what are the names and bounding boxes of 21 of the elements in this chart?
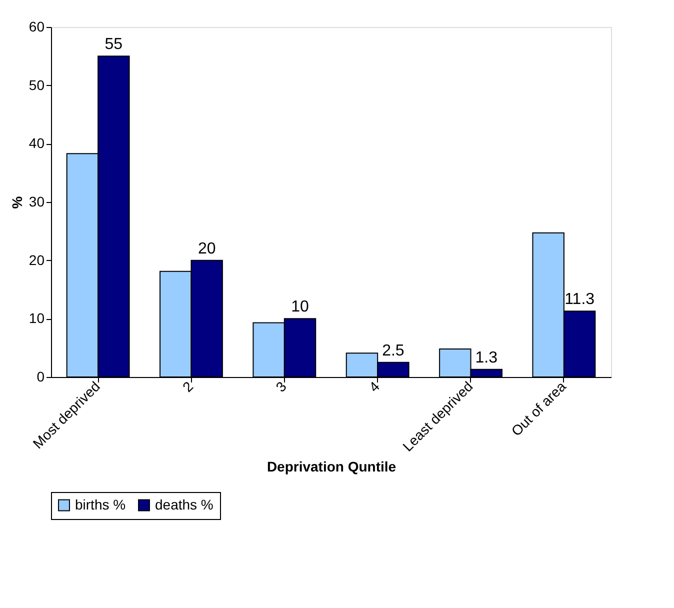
- x-tick-label: 2: [179, 378, 196, 395]
- y-axis-title: %: [8, 196, 25, 209]
- data-label: 20: [198, 240, 216, 258]
- x-tick-label: 4: [366, 378, 383, 395]
- y-tick-label: 40: [28, 135, 45, 152]
- x-axis-title: Deprivation Quntile: [266, 458, 396, 474]
- y-tick-label: 50: [28, 76, 45, 93]
- data-label: 2.5: [382, 342, 404, 360]
- legend-label: deaths %: [155, 496, 214, 512]
- data-label: 11.3: [564, 291, 595, 308]
- x-tick-label: Out of area: [508, 378, 570, 439]
- y-tick-label: 60: [28, 18, 45, 34]
- y-tick-label: 0: [36, 368, 45, 384]
- y-tick-label: 20: [28, 252, 45, 268]
- y-tick-label: 30: [28, 194, 45, 210]
- data-label: 55: [104, 36, 123, 54]
- legend-label: births %: [75, 496, 126, 512]
- x-tick-label: 3: [272, 378, 290, 395]
- data-label: 10: [291, 298, 310, 316]
- y-tick-label: 10: [28, 310, 45, 326]
- data-label: 1.3: [475, 349, 498, 366]
